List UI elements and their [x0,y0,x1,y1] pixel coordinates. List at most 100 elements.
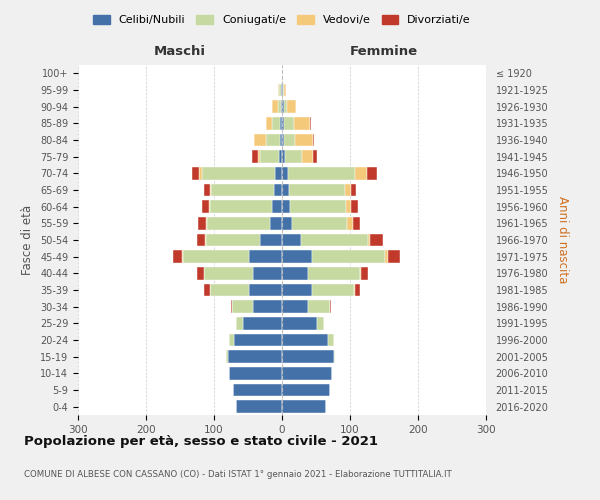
Bar [284,117,293,130]
Bar [285,150,302,163]
Bar [361,267,368,280]
Bar [279,150,282,163]
Bar [282,284,312,296]
Bar [197,217,206,230]
Bar [282,134,284,146]
Bar [284,84,286,96]
Bar [210,184,211,196]
Bar [282,100,284,113]
Bar [260,234,282,246]
Bar [370,234,383,246]
Bar [272,117,280,130]
Bar [250,284,282,296]
Bar [205,267,253,280]
Bar [350,184,356,196]
Bar [206,217,207,230]
Bar [278,84,279,96]
Bar [279,84,281,96]
Bar [355,284,360,296]
Bar [317,317,324,330]
Bar [205,234,206,246]
Bar [313,150,317,163]
Text: Popolazione per età, sesso e stato civile - 2021: Popolazione per età, sesso e stato civil… [24,435,378,448]
Bar [282,317,317,330]
Bar [236,317,242,330]
Bar [229,334,235,346]
Bar [287,100,296,113]
Bar [260,150,279,163]
Bar [282,184,289,196]
Bar [312,284,354,296]
Bar [257,150,260,163]
Bar [235,334,282,346]
Bar [205,284,210,296]
Bar [254,134,266,146]
Bar [206,234,260,246]
Bar [205,184,210,196]
Text: Maschi: Maschi [154,46,206,59]
Text: COMUNE DI ALBESE CON CASSANO (CO) - Dati ISTAT 1° gennaio 2021 - Elaborazione TU: COMUNE DI ALBESE CON CASSANO (CO) - Dati… [24,470,452,479]
Y-axis label: Anni di nascita: Anni di nascita [556,196,569,284]
Bar [354,284,355,296]
Bar [173,250,182,263]
Bar [282,150,285,163]
Bar [352,200,358,213]
Bar [385,250,388,263]
Bar [308,300,329,313]
Bar [242,317,282,330]
Bar [301,234,368,246]
Bar [310,117,311,130]
Bar [282,200,290,213]
Bar [281,84,282,96]
Bar [229,367,282,380]
Bar [313,134,314,146]
Bar [329,300,331,313]
Bar [253,300,282,313]
Bar [282,384,329,396]
Bar [210,284,250,296]
Bar [202,167,275,179]
Bar [182,250,183,263]
Bar [295,134,313,146]
Bar [282,167,288,179]
Bar [282,267,308,280]
Bar [282,300,308,313]
Bar [282,234,301,246]
Bar [312,250,385,263]
Bar [250,250,282,263]
Bar [292,217,347,230]
Bar [274,184,282,196]
Bar [272,100,278,113]
Bar [253,267,282,280]
Bar [209,200,210,213]
Bar [226,350,227,363]
Bar [233,384,282,396]
Bar [282,250,312,263]
Bar [227,350,282,363]
Bar [328,334,334,346]
Bar [288,167,355,179]
Bar [197,267,204,280]
Bar [270,217,282,230]
Bar [308,267,359,280]
Bar [202,200,209,213]
Bar [293,117,310,130]
Bar [231,300,232,313]
Bar [290,200,346,213]
Bar [334,350,335,363]
Bar [289,184,344,196]
Bar [252,150,257,163]
Text: Femmine: Femmine [350,46,418,59]
Bar [282,334,328,346]
Bar [282,367,332,380]
Bar [236,400,282,413]
Bar [388,250,400,263]
Bar [284,100,287,113]
Bar [359,267,361,280]
Bar [232,300,253,313]
Bar [346,200,352,213]
Bar [302,150,313,163]
Bar [284,134,295,146]
Bar [210,200,272,213]
Bar [199,167,202,179]
